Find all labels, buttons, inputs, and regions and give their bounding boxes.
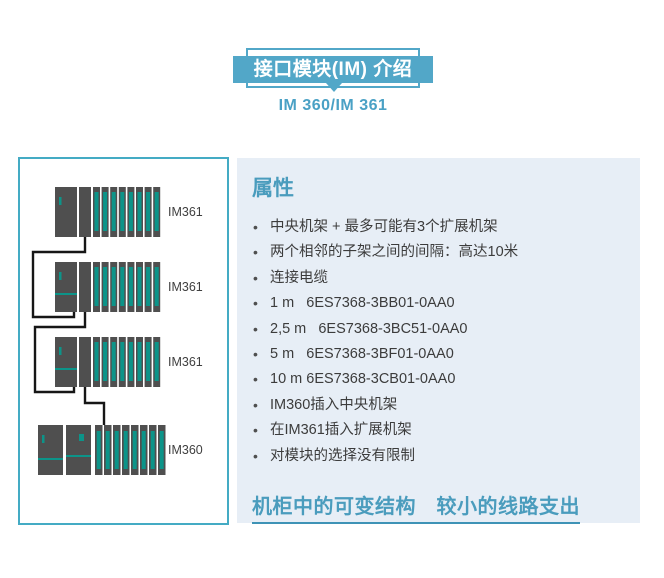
properties-panel: 属性 中央机架 + 最多可能有3个扩展机架 两个相邻的子架之间的间隔：高达10米…: [237, 158, 640, 525]
connection-cable: [31, 237, 87, 319]
footer-slogan: 机柜中的可变结构 较小的线路支出: [252, 490, 580, 525]
property-item: 两个相邻的子架之间的间隔：高达10米: [252, 240, 626, 266]
property-item: 5 m 6ES7368-3BF01-0AA0: [252, 342, 626, 368]
property-text: 连接电缆: [270, 269, 328, 286]
property-text: IM360插入中央机架: [270, 396, 398, 413]
property-item: 10 m 6ES7368-3CB01-0AA0: [252, 367, 626, 393]
property-text: 2,5 m 6ES7368-3BC51-0AA0: [270, 320, 468, 337]
rack-im360-3: IM360: [38, 425, 203, 475]
rack-label: IM361: [168, 355, 203, 369]
property-item: 中央机架 + 最多可能有3个扩展机架: [252, 215, 626, 241]
property-item: 1 m 6ES7368-3BB01-0AA0: [252, 291, 626, 317]
property-text: 1 m 6ES7368-3BB01-0AA0: [270, 295, 455, 312]
rack-diagram: IM361 IM361 IM361 IM360: [31, 187, 203, 475]
property-item: IM360插入中央机架: [252, 393, 626, 419]
pointer-down-icon: [326, 83, 342, 92]
rack-label: IM361: [168, 280, 203, 294]
rack-label: IM361: [168, 205, 203, 219]
rack-im361-2: IM361: [55, 337, 203, 387]
property-item: 连接电缆: [252, 266, 626, 292]
rack-im361-0: IM361: [55, 187, 203, 237]
property-text: 对模块的选择没有限制: [270, 447, 415, 464]
connection-cable: [83, 387, 106, 425]
property-text: 在IM361插入扩展机架: [270, 422, 412, 439]
property-text: 10 m 6ES7368-3CB01-0AA0: [270, 371, 456, 388]
property-item: 对模块的选择没有限制: [252, 444, 626, 470]
property-text: 中央机架 + 最多可能有3个扩展机架: [270, 219, 498, 235]
property-text: 两个相邻的子架之间的间隔：高达10米: [270, 244, 519, 261]
property-item: 在IM361插入扩展机架: [252, 418, 626, 444]
property-text: 5 m 6ES7368-3BF01-0AA0: [270, 346, 454, 363]
rack-im361-1: IM361: [55, 262, 203, 312]
page-subtitle: IM 360/IM 361: [278, 97, 388, 114]
rack-label: IM360: [168, 443, 203, 457]
properties-title: 属性: [252, 177, 294, 200]
properties-list: 中央机架 + 最多可能有3个扩展机架 两个相邻的子架之间的间隔：高达10米 连接…: [252, 215, 626, 469]
connection-cable: [33, 312, 87, 394]
rack-diagram-panel: IM361 IM361 IM361 IM360: [18, 157, 229, 525]
property-item: 2,5 m 6ES7368-3BC51-0AA0: [252, 317, 626, 343]
page-title: 接口模块(IM) 介绍: [233, 56, 433, 83]
